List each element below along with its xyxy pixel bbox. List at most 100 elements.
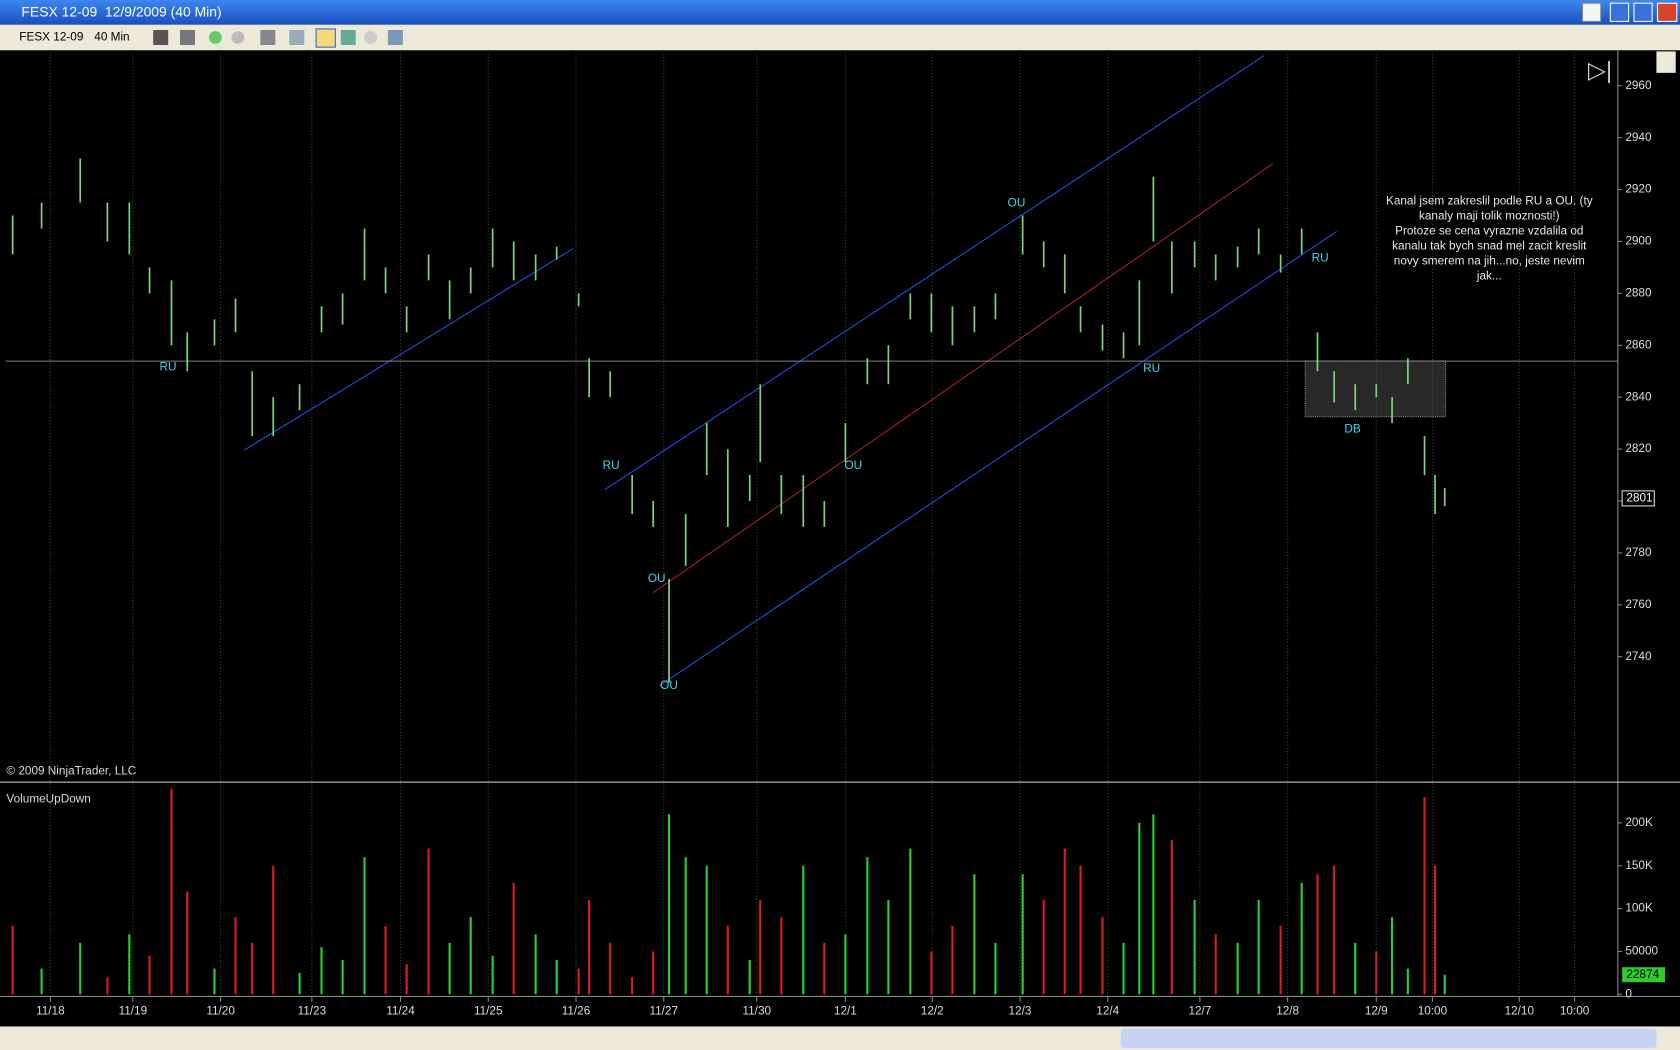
scroll-thumb[interactable] (1120, 1028, 1657, 1048)
x-tick-label: 12/10 (1505, 1005, 1535, 1018)
volume-bar (844, 934, 847, 995)
x-tick-label: 11/20 (206, 1005, 235, 1018)
last-volume-box (1622, 967, 1665, 983)
volume-bar (705, 865, 708, 995)
trend-line (244, 248, 574, 451)
properties[interactable] (289, 30, 305, 45)
period-select[interactable]: 40 Min (94, 31, 129, 44)
note-line: kanalu tak bych snad mel zacit kreslit (1392, 240, 1587, 253)
annotation: RU (603, 459, 620, 472)
volume-bar (909, 848, 912, 995)
volume-bar (609, 942, 612, 995)
volume-bar (1375, 951, 1378, 995)
volume-bar (170, 788, 173, 995)
y-tick-label: 2780 (1625, 546, 1652, 559)
x-tick-label: 12/3 (1009, 1005, 1032, 1018)
volume-bar (148, 955, 151, 995)
last-volume: 22874 (1626, 968, 1659, 981)
scroll-end[interactable]: ▷| (1588, 57, 1612, 83)
note-line: Kanal jsem zakreslil podle RU a OU. (ty (1386, 195, 1593, 208)
volume-bar (1257, 900, 1260, 995)
volume-bar (405, 964, 408, 995)
trend-line (659, 230, 1338, 687)
volume-bar (1122, 942, 1125, 995)
volume-bar (1170, 840, 1173, 995)
maximize[interactable] (1633, 2, 1653, 22)
volume-bar (1391, 917, 1394, 995)
volume-bar (363, 857, 366, 995)
volume-bar (1193, 900, 1196, 995)
copyright: © 2009 NinjaTrader, LLC (6, 765, 136, 778)
annotation: DB (1344, 423, 1360, 436)
x-tick-label: 11/30 (742, 1005, 771, 1018)
x-tick-label: 12/8 (1276, 1005, 1299, 1018)
volume-bar (128, 934, 131, 995)
indicators[interactable] (340, 30, 356, 45)
volume-bar (555, 960, 558, 995)
volume-bar (930, 951, 933, 995)
volume-bar (341, 960, 344, 995)
zoom-out[interactable] (231, 31, 245, 44)
annotation: RU (1143, 362, 1160, 375)
y-tick-label: 2940 (1625, 131, 1652, 144)
draw-tool[interactable] (180, 30, 195, 45)
y-tick-label: 0 (1625, 987, 1632, 1000)
highlight-box (1304, 360, 1447, 418)
volume-bar (491, 955, 494, 995)
y-tick-label: 2840 (1625, 390, 1652, 403)
x-tick-label: 11/26 (562, 1005, 591, 1018)
volume-bar (1279, 925, 1282, 995)
volume-bar (1333, 865, 1336, 995)
x-tick-label: 11/18 (36, 1005, 65, 1018)
volume-bar (994, 942, 997, 995)
volume-bar (973, 874, 976, 995)
volume-bar (726, 925, 729, 995)
volume-bar (1079, 865, 1082, 995)
replay[interactable] (364, 31, 378, 44)
volume-bar (887, 900, 890, 995)
volume-bar (748, 960, 751, 995)
volume-bar (1138, 822, 1141, 995)
volume-bar (79, 942, 82, 995)
bar-type[interactable] (153, 30, 169, 45)
volume-bar (469, 917, 472, 995)
instrument-select[interactable]: FESX 12-09 (19, 31, 83, 44)
button-l[interactable] (1581, 2, 1602, 22)
note-line: Protoze se cena vyrazne vzdalila od (1395, 225, 1583, 238)
volume-bar (652, 951, 655, 995)
minimize[interactable] (1609, 2, 1630, 22)
chart-area (0, 50, 1680, 1027)
volume-bar (684, 857, 687, 995)
volume-bar (40, 968, 43, 995)
x-tick-label: 11/24 (386, 1005, 415, 1018)
x-tick-label: 12/1 (834, 1005, 857, 1018)
x-tick-label: 10:00 (1418, 1005, 1448, 1018)
annotation: OU (648, 572, 666, 585)
crosshair[interactable] (260, 30, 276, 45)
volume-bar (448, 942, 451, 995)
volume-bar (11, 925, 14, 995)
data-box[interactable] (387, 30, 403, 45)
x-tick-label: 12/4 (1096, 1005, 1119, 1018)
annotation: OU (660, 679, 678, 692)
volume-bar (384, 925, 387, 995)
volume-bar (1214, 934, 1217, 995)
close[interactable] (1656, 2, 1678, 22)
zoom-in[interactable] (208, 31, 222, 44)
y-tick-label: 200K (1625, 816, 1653, 829)
volume-bar (427, 848, 430, 995)
toolbar (0, 24, 1680, 51)
volume-bar (1434, 865, 1437, 995)
window-title: FESX 12-09 12/9/2009 (40 Min) (21, 4, 221, 20)
volume-bar (213, 968, 216, 995)
volume-bar (1236, 942, 1239, 995)
volume-bar (186, 891, 189, 995)
volume-bar (512, 882, 515, 995)
y-tick-label: 2960 (1625, 79, 1652, 92)
annotation: RU (159, 361, 176, 374)
axis-menu[interactable] (1656, 51, 1676, 73)
volume-bar (1021, 874, 1024, 995)
strategies[interactable] (315, 28, 336, 48)
